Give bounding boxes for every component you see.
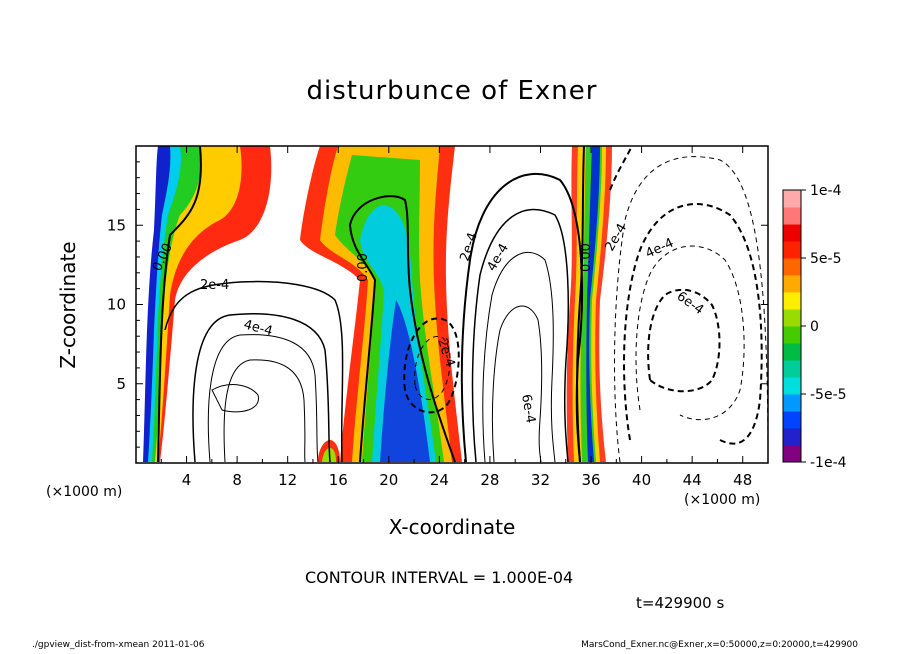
colorbar-tick-label: 0 bbox=[810, 319, 819, 335]
contour-pos-3 bbox=[208, 335, 318, 462]
colorbar-swatch bbox=[783, 360, 801, 378]
x-tick-label: 32 bbox=[531, 471, 550, 489]
colorbar-tick-label: -1e-4 bbox=[810, 455, 847, 471]
colorbar-swatch bbox=[783, 445, 801, 463]
colorbar-swatch bbox=[783, 377, 801, 395]
contour-pos-1 bbox=[165, 282, 343, 462]
contour-c-3 bbox=[483, 252, 555, 462]
colorbar-swatch bbox=[783, 343, 801, 361]
x-tick-label: 24 bbox=[430, 471, 449, 489]
y-tick-label: 5 bbox=[116, 375, 126, 393]
colorbar-swatch bbox=[783, 309, 801, 327]
x-axis-label: X-coordinate bbox=[389, 515, 516, 539]
contour-pos-5 bbox=[212, 385, 258, 412]
colorbar-swatch bbox=[783, 394, 801, 412]
contour-c-2 bbox=[473, 210, 569, 462]
colorbar-swatch bbox=[783, 411, 801, 429]
contour-interval: CONTOUR INTERVAL = 1.000E-04 bbox=[305, 568, 573, 587]
y-tick-label: 10 bbox=[107, 296, 126, 314]
colorbar-swatch bbox=[783, 258, 801, 276]
y-axis-label: Z-coordinate bbox=[56, 241, 80, 368]
contour-c-4 bbox=[492, 306, 541, 462]
contour-label: 2e-4 bbox=[200, 278, 229, 293]
contour-r-5 bbox=[610, 146, 632, 190]
x-tick-label: 4 bbox=[182, 471, 192, 489]
colorbar-swatch bbox=[783, 224, 801, 242]
contour-label: 0.00 bbox=[356, 253, 371, 282]
contour-label: 4e-4 bbox=[643, 236, 676, 262]
footer-left: ./gpview_dist-from-xmean 2011-01-06 bbox=[32, 640, 204, 650]
x-tick-label: 40 bbox=[632, 471, 651, 489]
colorbar-swatch bbox=[783, 207, 801, 225]
colorbar-swatch bbox=[783, 275, 801, 293]
x-tick-label: 20 bbox=[379, 471, 398, 489]
colorbar: 1e-4 5e-5 0 -5e-5 -1e-4 bbox=[783, 183, 847, 471]
time-stamp: t=429900 s bbox=[636, 594, 724, 612]
contour-label: 0.00 bbox=[579, 243, 594, 272]
contour-label: 2e-4 bbox=[458, 231, 481, 263]
contour-label: 4e-4 bbox=[242, 317, 274, 339]
x-tick-label: 48 bbox=[733, 471, 752, 489]
x-tick-label: 8 bbox=[232, 471, 242, 489]
x-tick-label: 28 bbox=[480, 471, 499, 489]
contour-r-3 bbox=[636, 246, 744, 420]
colorbar-swatch bbox=[783, 190, 801, 208]
colorbar-swatch bbox=[783, 326, 801, 344]
x-axis-unit: (×1000 m) bbox=[684, 492, 760, 508]
contour-r-2 bbox=[624, 204, 762, 444]
x-tick-label: 16 bbox=[329, 471, 348, 489]
footer-right: MarsCond_Exner.nc@Exner,x=0:50000,z=0:20… bbox=[581, 640, 858, 650]
colorbar-swatch bbox=[783, 428, 801, 446]
colorbar-tick-label: -5e-5 bbox=[810, 387, 847, 403]
colorbar-swatch bbox=[783, 241, 801, 259]
colorbar-tick-label: 1e-4 bbox=[810, 183, 842, 199]
y-tick-label: 15 bbox=[107, 216, 126, 234]
contour-label: 4e-4 bbox=[484, 241, 512, 274]
contour-c-1 bbox=[462, 174, 582, 462]
x-tick-label: 36 bbox=[581, 471, 600, 489]
color-shading bbox=[143, 146, 612, 462]
contour-label: 6e-4 bbox=[674, 289, 707, 318]
contour-label: 6e-4 bbox=[518, 393, 538, 424]
colorbar-swatch bbox=[783, 292, 801, 310]
contour-pos-4 bbox=[224, 360, 305, 462]
colorbar-tick-label: 5e-5 bbox=[810, 251, 841, 267]
x-tick-label: 44 bbox=[683, 471, 702, 489]
y-axis-unit: (×1000 m) bbox=[46, 484, 122, 500]
x-tick-label: 12 bbox=[278, 471, 297, 489]
